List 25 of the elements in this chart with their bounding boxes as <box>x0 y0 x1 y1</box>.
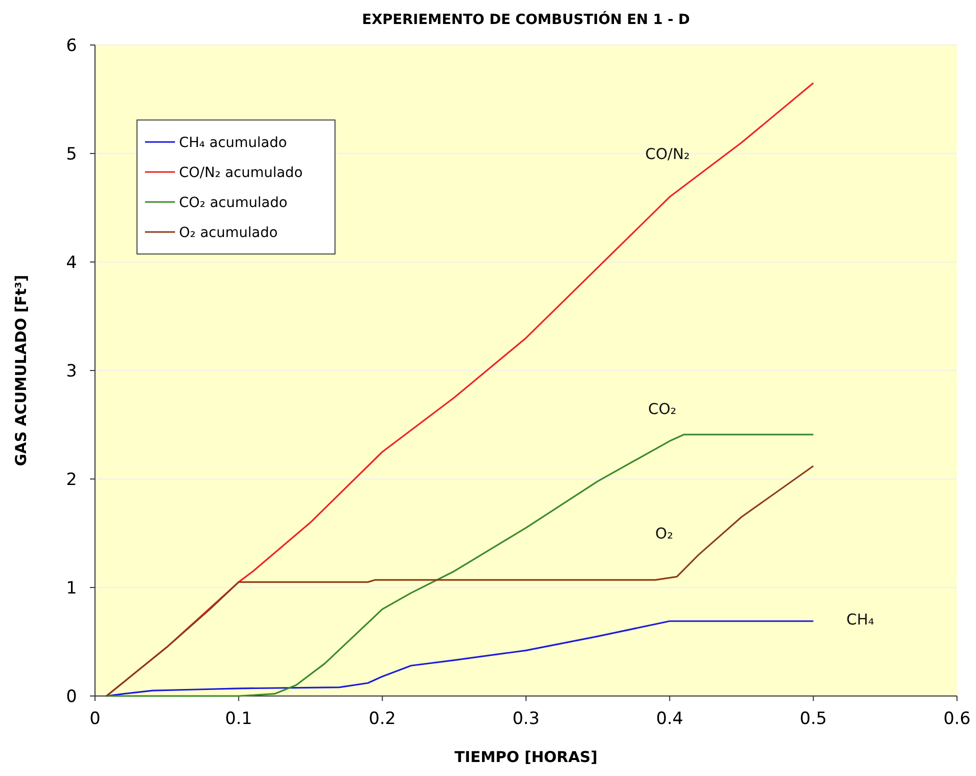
legend-label: CO₂ acumulado <box>179 194 288 211</box>
annotation: CO₂ <box>648 400 676 418</box>
y-tick-label: 1 <box>66 578 77 598</box>
legend-label: O₂ acumulado <box>179 224 278 241</box>
x-tick-label: 0.1 <box>225 709 252 729</box>
y-tick-label: 5 <box>66 144 77 164</box>
x-tick-label: 0.2 <box>368 709 396 729</box>
y-tick-label: 4 <box>66 252 77 273</box>
x-tick-label: 0.5 <box>800 709 827 729</box>
annotation: CO/N₂ <box>645 144 690 163</box>
annotation: CH₄ <box>846 610 874 628</box>
annotation: O₂ <box>655 524 674 543</box>
x-tick-label: 0 <box>90 709 100 729</box>
x-tick-label: 0.6 <box>943 709 971 729</box>
y-axis-title: GAS ACUMULADO [Ft³] <box>12 274 30 466</box>
x-tick-label: 0.4 <box>656 709 684 729</box>
y-tick-label: 6 <box>66 36 77 56</box>
x-axis-title: TIEMPO [HORAS] <box>454 748 598 766</box>
y-tick-label: 2 <box>66 470 77 490</box>
y-tick-label: 3 <box>66 361 77 382</box>
legend-label: CH₄ acumulado <box>179 134 287 151</box>
y-tick-label: 0 <box>66 686 77 707</box>
chart-title: EXPERIEMENTO DE COMBUSTIÓN EN 1 - D <box>362 11 690 28</box>
x-tick-label: 0.3 <box>512 709 540 729</box>
legend-label: CO/N₂ acumulado <box>179 164 303 181</box>
